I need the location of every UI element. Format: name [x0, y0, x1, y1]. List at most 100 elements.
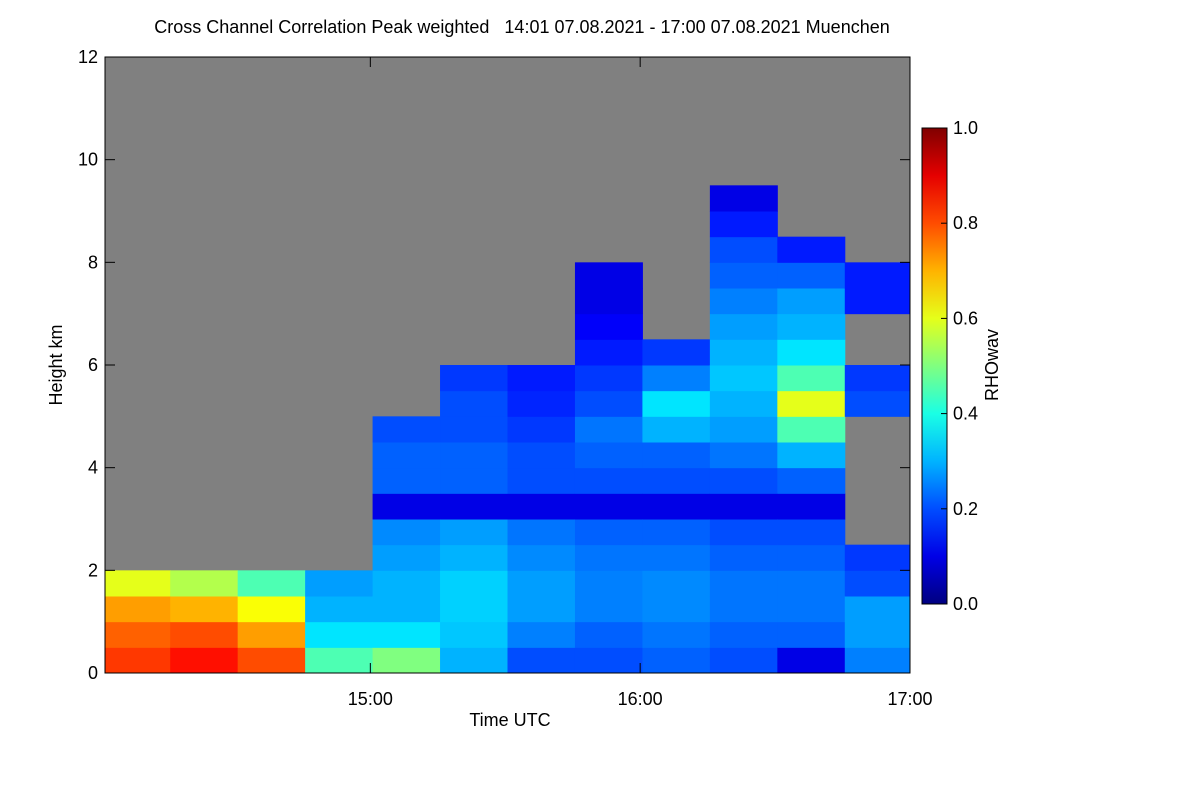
colorbar-tick-label: 0.6 — [953, 308, 978, 328]
heatmap-cell — [574, 442, 643, 469]
heatmap-cell — [237, 570, 306, 597]
heatmap-cell — [372, 493, 441, 520]
heatmap-cell — [372, 519, 441, 546]
chart-title: Cross Channel Correlation Peak weighted … — [154, 17, 890, 37]
heatmap-cell — [507, 596, 576, 623]
heatmap-cell — [642, 339, 711, 366]
heatmap-cell — [574, 596, 643, 623]
heatmap-cell — [574, 621, 643, 648]
heatmap-cell — [777, 390, 846, 417]
heatmap-cell — [709, 416, 778, 443]
heatmap-cell — [642, 519, 711, 546]
heatmap-cell — [372, 570, 441, 597]
heatmap-cell — [170, 647, 239, 673]
heatmap-cell — [440, 365, 508, 392]
heatmap-cell — [170, 596, 239, 623]
heatmap-cell — [709, 262, 778, 289]
heatmap-cell — [709, 339, 778, 366]
heatmap-cell — [844, 570, 910, 597]
heatmap-cell — [709, 365, 778, 392]
heatmap-cell — [170, 570, 239, 597]
colorbar-tick-label: 0.2 — [953, 499, 978, 519]
heatmap-cell — [574, 570, 643, 597]
heatmap-cell — [507, 647, 576, 673]
heatmap-cell — [777, 442, 846, 469]
heatmap-cell — [777, 365, 846, 392]
heatmap-cell — [844, 288, 910, 315]
heatmap-cell — [709, 519, 778, 546]
heatmap-cell — [440, 416, 508, 443]
heatmap-cell — [440, 544, 508, 571]
heatmap-cell — [844, 365, 910, 392]
y-tick-label: 12 — [78, 47, 98, 67]
heatmap-cell — [777, 493, 846, 520]
heatmap-cell — [440, 467, 508, 494]
colorbar-tick-label: 0.0 — [953, 594, 978, 614]
heatmap-cell — [105, 570, 171, 597]
heatmap-cell — [709, 236, 778, 263]
heatmap-cell — [709, 211, 778, 238]
heatmap-cell — [777, 339, 846, 366]
heatmap-cell — [777, 519, 846, 546]
heatmap-cell — [372, 442, 441, 469]
heatmap-cell — [507, 493, 576, 520]
y-axis-label: Height km — [46, 324, 66, 405]
heatmap-cell — [372, 647, 441, 673]
heatmap-cell — [507, 570, 576, 597]
heatmap-cell — [709, 185, 778, 212]
heatmap-cell — [777, 544, 846, 571]
heatmap-cell — [305, 647, 374, 673]
heatmap-cell — [642, 365, 711, 392]
colorbar-tick-label: 0.4 — [953, 404, 978, 424]
x-tick-label: 16:00 — [618, 689, 663, 709]
heatmap-cell — [574, 467, 643, 494]
y-tick-label: 4 — [88, 458, 98, 478]
heatmap-cell — [372, 621, 441, 648]
heatmap-cell — [844, 647, 910, 673]
heatmap-cell — [777, 621, 846, 648]
heatmap-cell — [777, 262, 846, 289]
y-tick-label: 0 — [88, 663, 98, 683]
heatmap-cell — [574, 313, 643, 340]
heatmap-cell — [507, 365, 576, 392]
heatmap-cell — [507, 416, 576, 443]
heatmap-cell — [237, 647, 306, 673]
heatmap-cell — [574, 493, 643, 520]
heatmap-cell — [844, 621, 910, 648]
heatmap-cell — [844, 262, 910, 289]
heatmap-cell — [440, 647, 508, 673]
heatmap-cell — [440, 596, 508, 623]
heatmap-cell — [574, 339, 643, 366]
heatmap-cell — [574, 416, 643, 443]
heatmap-cell — [642, 544, 711, 571]
heatmap-cell — [709, 288, 778, 315]
heatmap-cell — [440, 570, 508, 597]
heatmap-cell — [372, 416, 441, 443]
heatmap-cell — [372, 544, 441, 571]
heatmap-cell — [170, 621, 239, 648]
heatmap-cell — [237, 621, 306, 648]
heatmap-cell — [305, 596, 374, 623]
heatmap-cell — [642, 442, 711, 469]
heatmap-cell — [844, 390, 910, 417]
heatmap-cell — [105, 621, 171, 648]
heatmap-cell — [440, 621, 508, 648]
heatmap-cell — [709, 493, 778, 520]
heatmap-cell — [305, 621, 374, 648]
heatmap-cell — [709, 442, 778, 469]
x-tick-label: 17:00 — [887, 689, 932, 709]
x-axis-label: Time UTC — [469, 710, 550, 730]
heatmap-cell — [642, 647, 711, 673]
heatmap-cell — [440, 390, 508, 417]
y-tick-label: 8 — [88, 252, 98, 272]
heatmap-cell — [777, 236, 846, 263]
heatmap-cell — [105, 596, 171, 623]
heatmap-cell — [709, 647, 778, 673]
y-tick-label: 2 — [88, 560, 98, 580]
heatmap-cell — [777, 596, 846, 623]
heatmap-cell — [574, 262, 643, 289]
heatmap — [105, 185, 910, 673]
heatmap-cell — [844, 596, 910, 623]
colorbar-label: RHOwav — [982, 329, 1002, 401]
heatmap-cell — [574, 288, 643, 315]
